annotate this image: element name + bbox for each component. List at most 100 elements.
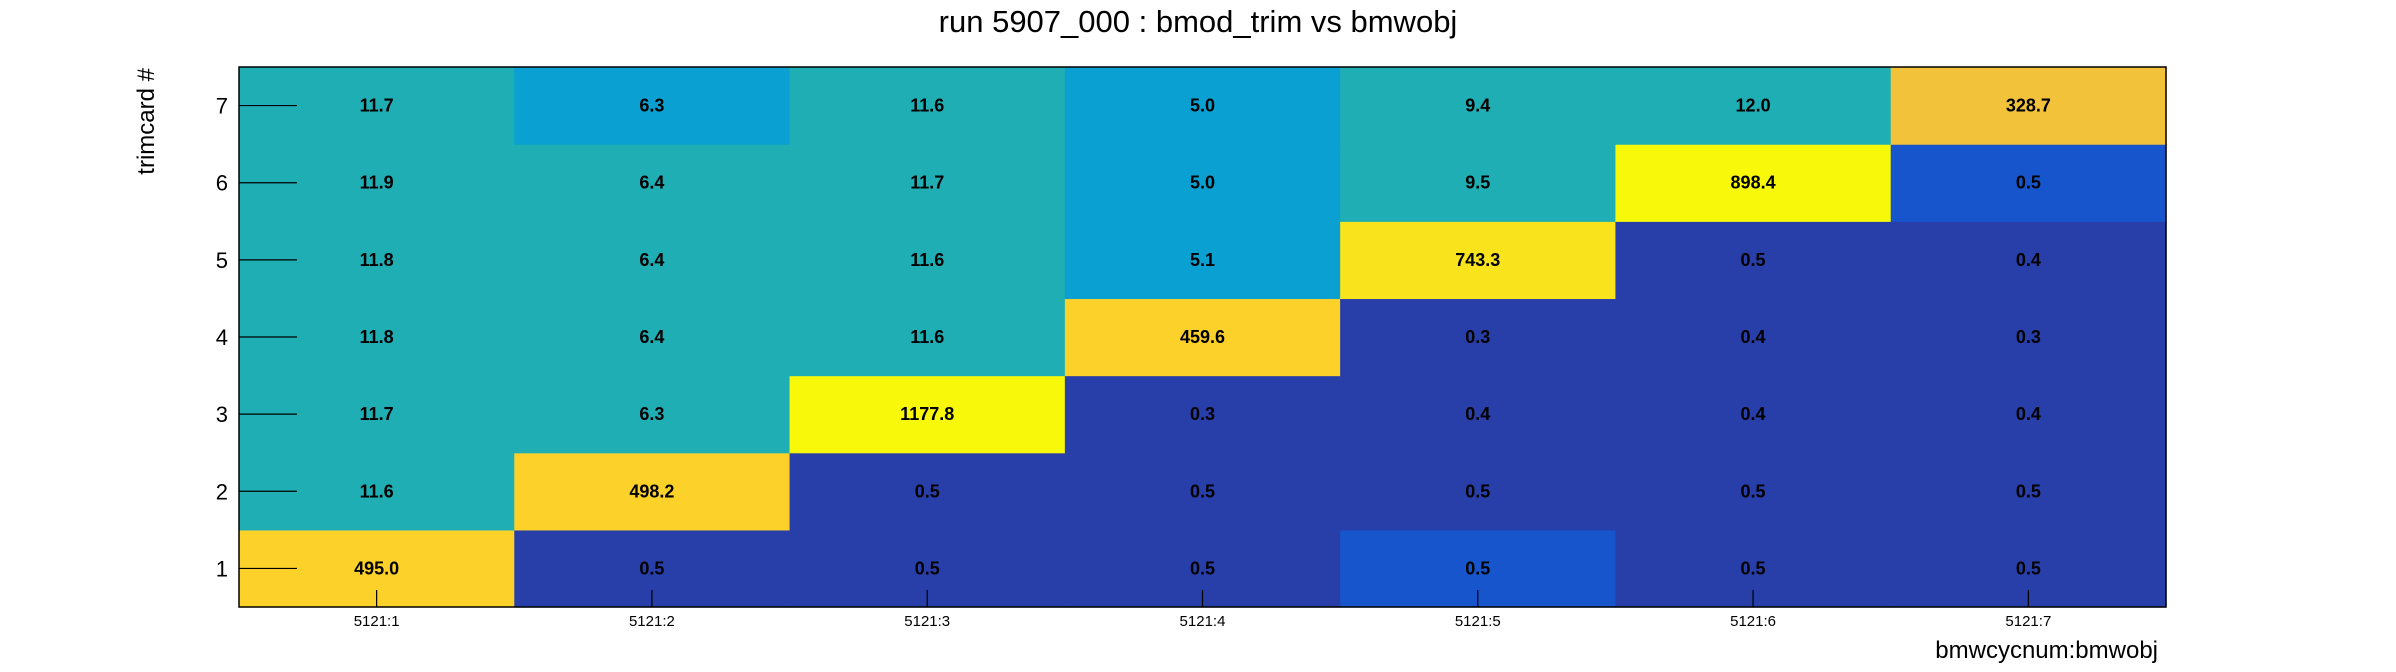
cell-value-label: 6.4 xyxy=(639,173,664,193)
y-tick-label: 1 xyxy=(216,556,228,581)
y-tick-label: 3 xyxy=(216,402,228,427)
cell-value-label: 0.5 xyxy=(1741,250,1766,270)
cell-value-label: 6.4 xyxy=(639,250,664,270)
heatmap-cell-4-3 xyxy=(789,298,1066,377)
cell-value-label: 6.4 xyxy=(639,327,664,347)
heatmap-cell-7-3 xyxy=(789,67,1066,145)
x-axis-title: bmwcycnum:bmwobj xyxy=(1935,637,2158,664)
heatmap-cell-3-7 xyxy=(1890,375,2167,454)
heatmap-cell-2-4 xyxy=(1064,452,1341,531)
heatmap-cell-6-5 xyxy=(1340,144,1617,222)
cell-value-label: 328.7 xyxy=(2006,96,2051,116)
cell-value-label: 5.1 xyxy=(1190,250,1215,270)
heatmap-cell-6-7 xyxy=(1890,144,2167,222)
heatmap-cell-5-2 xyxy=(514,221,791,300)
cell-value-label: 11.7 xyxy=(360,404,394,424)
cell-value-label: 0.4 xyxy=(1465,404,1490,424)
heatmap-cell-6-6 xyxy=(1615,144,1892,222)
y-tick-label: 4 xyxy=(216,325,228,350)
cell-value-label: 0.5 xyxy=(915,558,940,578)
heatmap-cell-3-3 xyxy=(789,375,1066,454)
heatmap-cell-6-4 xyxy=(1064,144,1341,222)
cell-value-label: 6.3 xyxy=(639,404,664,424)
heatmap-cell-7-2 xyxy=(514,67,791,145)
cell-value-label: 898.4 xyxy=(1731,173,1776,193)
heatmap-cell-3-5 xyxy=(1340,375,1617,454)
x-tick-label: 5121:3 xyxy=(904,613,950,630)
cell-value-label: 0.5 xyxy=(2016,558,2041,578)
cell-value-label: 5.0 xyxy=(1190,173,1215,193)
cell-value-label: 495.0 xyxy=(354,558,399,578)
cell-value-label: 0.3 xyxy=(1190,404,1215,424)
y-axis-title: trimcard # xyxy=(133,67,160,174)
x-tick-label: 5121:2 xyxy=(629,613,675,630)
y-axis: 1 2 3 4 5 6 7 xyxy=(216,94,297,581)
heatmap-cell-2-2 xyxy=(514,452,791,531)
chart-title: run 5907_000 : bmod_trim vs bmwobj xyxy=(939,4,1458,39)
heatmap-cell-4-7 xyxy=(1890,298,2167,377)
cell-value-label: 0.4 xyxy=(1741,327,1766,347)
x-axis: 5121:1 5121:2 5121:3 5121:4 5121:5 5121:6 5121… xyxy=(354,590,2051,630)
cell-value-label: 1177.8 xyxy=(900,404,954,424)
heatmap-cell-6-3 xyxy=(789,144,1066,222)
cell-value-label: 0.5 xyxy=(1741,558,1766,578)
cell-value-label: 0.5 xyxy=(639,558,664,578)
heatmap-cell-labels: 495.0 0.5 0.5 0.5 0.5 0.5 0.5 11.6 498.2 0.5 0.5 0.… xyxy=(354,96,2051,579)
heatmap-cell-4-5 xyxy=(1340,298,1617,377)
cell-value-label: 0.3 xyxy=(2016,327,2041,347)
heatmap-cell-7-7 xyxy=(1890,67,2167,145)
heatmap-cell-7-4 xyxy=(1064,67,1341,145)
heatmap-cell-2-3 xyxy=(789,452,1066,531)
heatmap-cell-6-2 xyxy=(514,144,791,222)
cell-value-label: 11.6 xyxy=(360,481,394,501)
heatmap-cell-3-4 xyxy=(1064,375,1341,454)
cell-value-label: 0.5 xyxy=(2016,481,2041,501)
cell-value-label: 498.2 xyxy=(629,481,674,501)
heatmap-cell-5-6 xyxy=(1615,221,1892,300)
heatmap-cell-2-6 xyxy=(1615,452,1892,531)
heatmap-cell-5-4 xyxy=(1064,221,1341,300)
cell-value-label: 5.0 xyxy=(1190,96,1215,116)
cell-value-label: 0.5 xyxy=(1190,558,1215,578)
heatmap-cell-5-3 xyxy=(789,221,1066,300)
cell-value-label: 6.3 xyxy=(639,96,664,116)
cell-value-label: 9.5 xyxy=(1465,173,1490,193)
cell-value-label: 11.7 xyxy=(360,96,394,116)
cell-value-label: 0.4 xyxy=(2016,404,2041,424)
heatmap-cell-2-7 xyxy=(1890,452,2167,531)
heatmap-cell-4-2 xyxy=(514,298,791,377)
heatmap-cell-7-5 xyxy=(1340,67,1617,145)
heatmap-cell-2-5 xyxy=(1340,452,1617,531)
cell-value-label: 11.6 xyxy=(910,96,944,116)
heatmap-cells xyxy=(239,67,2167,608)
cell-value-label: 0.5 xyxy=(1190,481,1215,501)
cell-value-label: 9.4 xyxy=(1465,96,1490,116)
heatmap-cell-7-6 xyxy=(1615,67,1892,145)
x-tick-label: 5121:7 xyxy=(2005,613,2051,630)
y-tick-label: 5 xyxy=(216,248,228,273)
x-tick-label: 5121:4 xyxy=(1180,613,1226,630)
cell-value-label: 0.5 xyxy=(1741,481,1766,501)
cell-value-label: 0.3 xyxy=(1465,327,1490,347)
x-tick-label: 5121:6 xyxy=(1730,613,1776,630)
cell-value-label: 11.6 xyxy=(910,250,944,270)
cell-value-label: 459.6 xyxy=(1180,327,1225,347)
heatmap-cell-3-2 xyxy=(514,375,791,454)
cell-value-label: 743.3 xyxy=(1455,250,1500,270)
heatmap-cell-5-5 xyxy=(1340,221,1617,300)
cell-value-label: 0.5 xyxy=(2016,173,2041,193)
heatmap-cell-3-6 xyxy=(1615,375,1892,454)
y-tick-label: 2 xyxy=(216,479,228,504)
cell-value-label: 11.8 xyxy=(360,327,394,347)
cell-value-label: 0.4 xyxy=(2016,250,2041,270)
y-tick-label: 7 xyxy=(216,94,228,119)
cell-value-label: 12.0 xyxy=(1736,96,1771,116)
heatmap-cell-4-4 xyxy=(1064,298,1341,377)
heatmap-cell-4-6 xyxy=(1615,298,1892,377)
cell-value-label: 11.6 xyxy=(910,327,944,347)
cell-value-label: 11.7 xyxy=(910,173,944,193)
heatmap-cell-5-7 xyxy=(1890,221,2167,300)
cell-value-label: 11.8 xyxy=(360,250,394,270)
cell-value-label: 0.5 xyxy=(915,481,940,501)
